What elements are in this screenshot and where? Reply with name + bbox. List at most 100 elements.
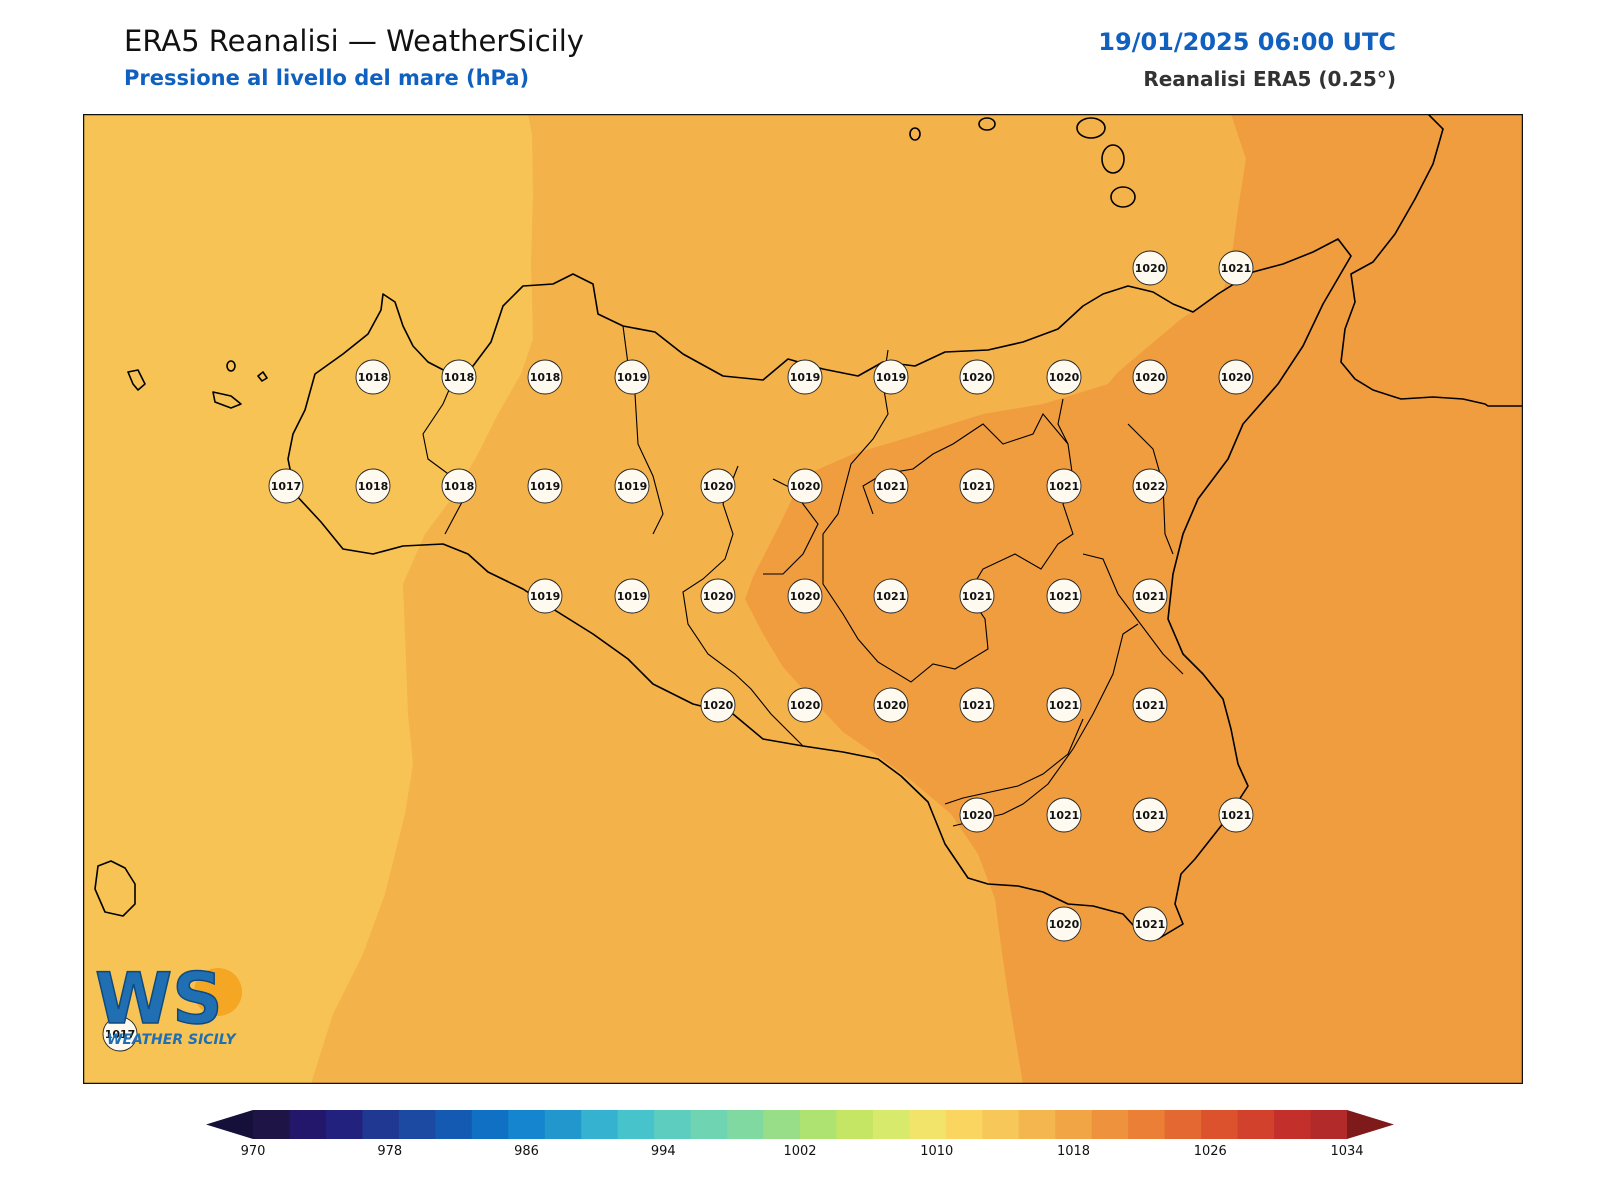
- colorbar-swatch: [1274, 1110, 1312, 1139]
- station-marker: 1021: [1046, 687, 1082, 723]
- colorbar-swatch: [435, 1110, 473, 1139]
- station-marker: 1020: [1046, 906, 1082, 942]
- station-pressure-label: 1017: [271, 480, 302, 493]
- station-marker: 1020: [787, 578, 823, 614]
- station-circle: [355, 359, 391, 395]
- station-marker: 1018: [441, 468, 477, 504]
- station-pressure-label: 1020: [962, 371, 993, 384]
- colorbar-tick-label: 1018: [1057, 1144, 1090, 1159]
- station-marker: 1019: [787, 359, 823, 395]
- station-pressure-label: 1019: [876, 371, 907, 384]
- colorbar-swatch: [508, 1110, 546, 1139]
- colorbar-swatch: [836, 1110, 874, 1139]
- station-circle: [1132, 468, 1168, 504]
- station-pressure-label: 1020: [790, 590, 821, 603]
- station-marker: 1020: [1218, 359, 1254, 395]
- station-pressure-label: 1019: [617, 590, 648, 603]
- station-pressure-label: 1021: [1135, 590, 1166, 603]
- station-pressure-label: 1018: [358, 480, 389, 493]
- station-marker: 1021: [1218, 797, 1254, 833]
- station-marker: 1021: [1132, 687, 1168, 723]
- station-circle: [268, 468, 304, 504]
- station-marker: 1020: [959, 797, 995, 833]
- station-circle: [1046, 468, 1082, 504]
- station-pressure-label: 1021: [1221, 262, 1252, 275]
- colorbar-swatch: [289, 1110, 327, 1139]
- colorbar-swatch: [1164, 1110, 1202, 1139]
- calabria-coastline: [1340, 114, 1523, 407]
- station-marker: 1020: [700, 578, 736, 614]
- colorbar-tick-label: 986: [514, 1144, 539, 1159]
- station-marker: 1018: [527, 359, 563, 395]
- colorbar-tick-label: 994: [651, 1144, 676, 1159]
- station-circle: [1218, 250, 1254, 286]
- station-marker: 1020: [1046, 359, 1082, 395]
- station-pressure-label: 1020: [703, 699, 734, 712]
- station-pressure-label: 1021: [1135, 699, 1166, 712]
- colorbar-swatch: [1201, 1110, 1239, 1139]
- station-circle: [527, 468, 563, 504]
- station-circle: [527, 359, 563, 395]
- station-marker: 1021: [1132, 906, 1168, 942]
- station-circle: [1132, 797, 1168, 833]
- colorbar-swatch: [763, 1110, 801, 1139]
- station-marker: 1021: [1046, 797, 1082, 833]
- station-pressure-label: 1021: [1049, 809, 1080, 822]
- colorbar-swatch: [909, 1110, 947, 1139]
- station-pressure-label: 1019: [617, 371, 648, 384]
- colorbar-swatch: [945, 1110, 983, 1139]
- station-circle: [959, 578, 995, 614]
- colorbar-swatch: [727, 1110, 765, 1139]
- station-marker: 1021: [1132, 797, 1168, 833]
- station-pressure-label: 1020: [790, 699, 821, 712]
- station-pressure-label: 1020: [1221, 371, 1252, 384]
- station-circle: [873, 359, 909, 395]
- station-pressure-label: 1021: [1135, 918, 1166, 931]
- logo-letters: WS: [95, 958, 223, 1040]
- station-pressure-label: 1021: [876, 590, 907, 603]
- sicily-coastline: [287, 238, 1352, 940]
- pressure-map[interactable]: 1020 1021 1018 1018 1018 1019 1019 1019 1020 1020…: [83, 114, 1523, 1084]
- colorbar-swatch: [800, 1110, 837, 1139]
- station-circle: [1046, 578, 1082, 614]
- station-pressure-label: 1019: [530, 480, 561, 493]
- station-circle: [959, 687, 995, 723]
- colorbar-swatch: [654, 1110, 692, 1139]
- colorbar-swatch: [362, 1110, 400, 1139]
- station-marker: 1020: [1132, 359, 1168, 395]
- colorbar-tick-label: 978: [377, 1144, 402, 1159]
- station-marker: 1021: [1046, 578, 1082, 614]
- colorbar-swatch: [1055, 1110, 1093, 1139]
- station-circle: [959, 797, 995, 833]
- station-pressure-label: 1020: [703, 590, 734, 603]
- station-circle: [1046, 797, 1082, 833]
- station-marker: 1021: [959, 468, 995, 504]
- station-marker: 1020: [700, 468, 736, 504]
- station-pressure-label: 1021: [962, 590, 993, 603]
- station-pressure-label: 1017: [105, 1028, 136, 1041]
- station-marker: 1020: [1132, 250, 1168, 286]
- station-marker: 1019: [614, 468, 650, 504]
- station-marker: 1021: [873, 468, 909, 504]
- station-marker: 1018: [355, 468, 391, 504]
- station-circle: [441, 468, 477, 504]
- colorbar-swatch: [1310, 1110, 1348, 1139]
- station-marker: 1020: [787, 687, 823, 723]
- station-pressure-label: 1019: [530, 590, 561, 603]
- map-title: ERA5 Reanalisi — WeatherSicily: [124, 24, 584, 58]
- colorbar-swatch: [872, 1110, 910, 1139]
- station-marker: 1017: [102, 1016, 138, 1052]
- station-marker: 1019: [527, 578, 563, 614]
- station-circle: [614, 468, 650, 504]
- station-circle: [959, 359, 995, 395]
- station-pressure-label: 1020: [1049, 918, 1080, 931]
- station-pressure-label: 1022: [1135, 480, 1166, 493]
- station-marker: 1019: [527, 468, 563, 504]
- station-pressure-label: 1020: [1049, 371, 1080, 384]
- station-circle: [614, 359, 650, 395]
- colorbar-tick-label: 1026: [1194, 1144, 1227, 1159]
- station-markers: 1020 1021 1018 1018 1018 1019 1019 1019 1020 1020…: [102, 250, 1254, 1052]
- station-marker: 1021: [873, 578, 909, 614]
- colorbar-swatch: [325, 1110, 363, 1139]
- colorbar-extend-high: [1347, 1110, 1394, 1139]
